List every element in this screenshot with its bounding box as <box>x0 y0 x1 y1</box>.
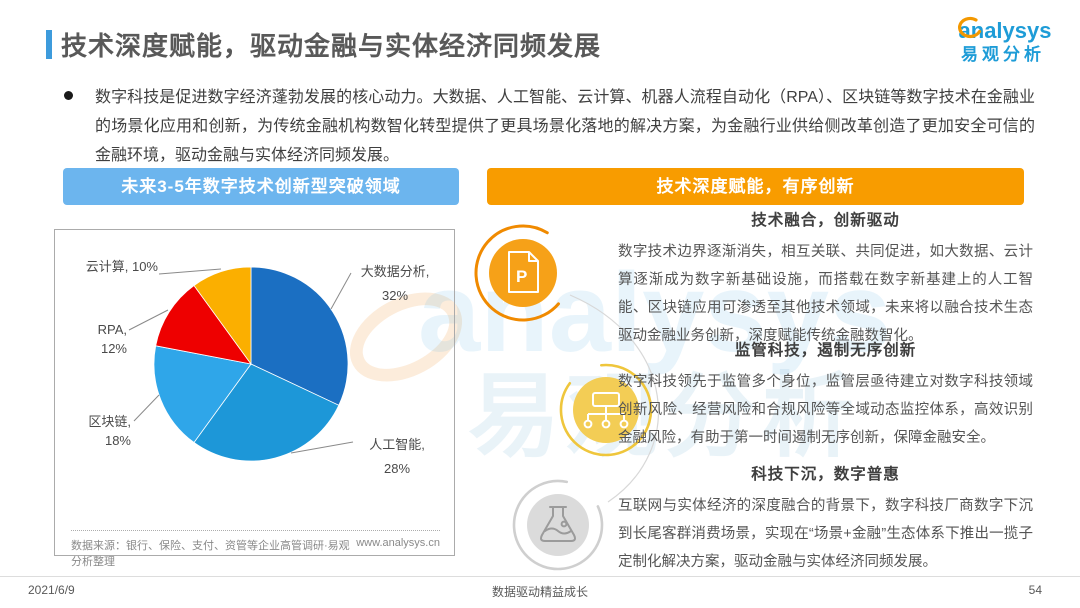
flask-icon <box>540 506 576 542</box>
section-tech-fusion: 技术融合，创新驱动 数字技术边界逐渐消失，相互关联、共同促进，如大数据、云计算逐… <box>618 208 1033 350</box>
source-divider <box>71 530 440 531</box>
source-row: 数据来源：银行、保险、支付、资管等企业高管调研·易观分析整理 www.analy… <box>71 537 440 569</box>
tech-fusion-bubble <box>489 239 557 307</box>
icon-connector-line <box>569 294 660 503</box>
pie-slice-区块链 <box>153 345 252 444</box>
logo-swirl-icon <box>957 16 981 39</box>
section-body: 数字科技领先于监管多个身位，监管层亟待建立对数字科技领域创新风险、经营风险和合规… <box>618 374 1033 446</box>
logo-brand-text: analysys <box>958 18 1052 43</box>
section-body: 数字技术边界逐渐消失，相互关联、共同促进，如大数据、云计算逐渐成为数字新基础设施… <box>618 244 1033 344</box>
inclusive-finance-bubble <box>527 494 589 556</box>
pie-label-ai: 人工智能, 28% <box>369 437 425 476</box>
document-p-icon: P <box>508 251 539 293</box>
icon-ring-1 <box>474 224 572 322</box>
pie-label-rpa: RPA, 12% <box>97 322 127 356</box>
logo-brand: analysys <box>938 12 1068 44</box>
title-accent-bar <box>46 30 52 59</box>
logo-brand-cn: 易观分析 <box>961 45 1045 64</box>
pie-label-blockchain: 区块链, 18% <box>88 414 131 448</box>
data-source-note: 数据来源：银行、保险、支付、资管等企业高管调研·易观分析整理 <box>71 540 350 568</box>
pie-slice-人工智能 <box>193 363 340 462</box>
section-heading: 技术融合，创新驱动 <box>751 212 900 229</box>
section-body: 互联网与实体经济的深度融合的背景下，数字科技厂商数字下沉到长尾客群消费场景，实现… <box>618 498 1033 570</box>
footer-divider <box>0 576 1080 577</box>
pie-chart-panel: 云计算, 10% RPA, 12% 区块链, 18% 大数据分析, 32% 人工… <box>54 229 455 568</box>
website-url: www.analysys.cn <box>356 537 440 549</box>
pie-slice-RPA <box>155 284 252 365</box>
banner-left: 未来3-5年数字技术创新型突破领域 <box>63 168 459 205</box>
footer-slogan: 数据驱动精益成长 <box>491 585 588 599</box>
pie-label-bigdata: 大数据分析, 32% <box>360 264 430 303</box>
footer-date: 2021/6/9 <box>28 583 75 597</box>
pie-slice-云计算 <box>193 266 252 366</box>
section-inclusive-finance: 科技下沉，数字普惠 互联网与实体经济的深度融合的背景下，数字科技厂商数字下沉到长… <box>618 462 1033 576</box>
intro-paragraph: 数字科技是促进数字经济蓬勃发展的核心动力。大数据、人工智能、云计算、机器人流程自… <box>95 89 1035 164</box>
section-regtech: 监管科技，遏制无序创新 数字科技领先于监管多个身位，监管层亟待建立对数字科技领域… <box>618 338 1033 452</box>
bullet-icon <box>64 91 73 100</box>
pie-label-cloud: 云计算, 10% <box>85 259 158 274</box>
pie-leader-lines <box>128 268 354 454</box>
icon-flow: P <box>474 224 660 571</box>
pie-slice-大数据分析 <box>250 266 349 406</box>
section-heading: 监管科技，遏制无序创新 <box>734 342 917 359</box>
section-heading: 科技下沉，数字普惠 <box>751 466 900 483</box>
page-number: 54 <box>1028 583 1042 597</box>
pie-chart <box>128 266 354 462</box>
icon-ring-2 <box>559 363 653 457</box>
page-title: 技术深度赋能，驱动金融与实体经济同频发展 <box>61 31 602 61</box>
icon-ring-3 <box>512 479 604 571</box>
analysys-logo: analysys 易观分析 <box>938 12 1068 66</box>
banner-right: 技术深度赋能，有序创新 <box>487 168 1024 205</box>
hierarchy-icon <box>583 392 629 429</box>
svg-text:P: P <box>516 267 527 286</box>
